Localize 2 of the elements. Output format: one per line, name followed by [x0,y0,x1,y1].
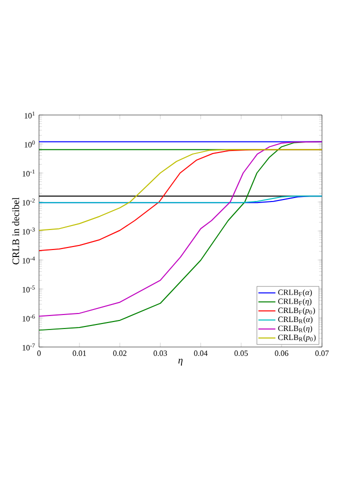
y-axis-title: CRLB in decibel [12,197,20,264]
x-axis-title: η [178,358,183,366]
